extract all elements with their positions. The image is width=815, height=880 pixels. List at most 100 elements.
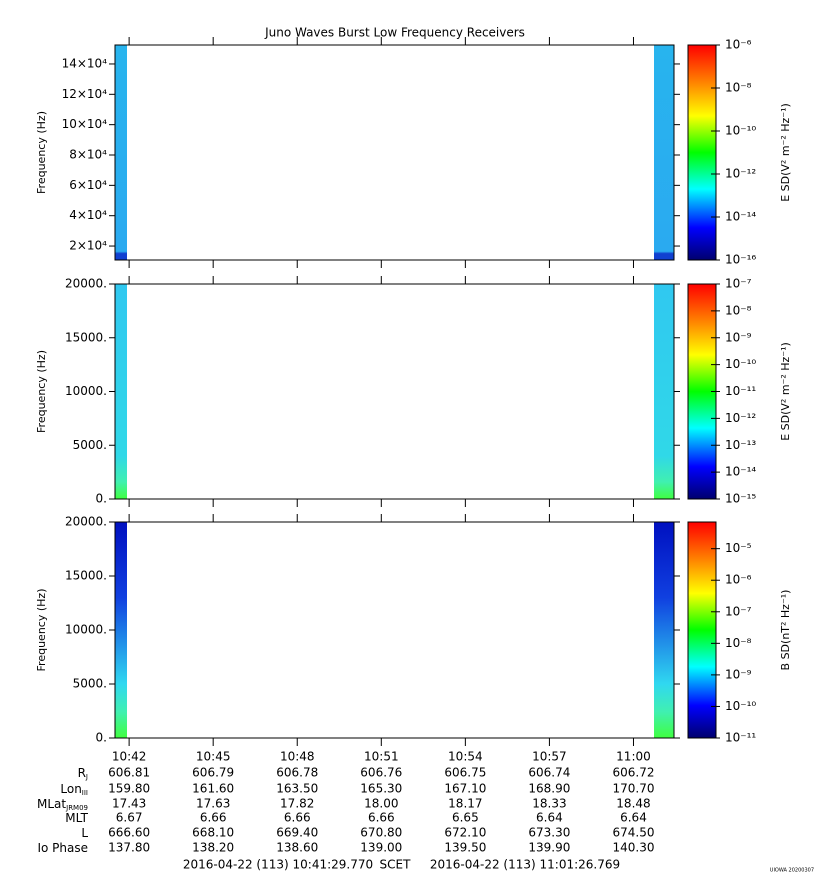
x-tick-label: 11:00 (616, 750, 651, 764)
plot-frame (114, 283, 675, 500)
x-tick-label: 10:54 (448, 750, 483, 764)
colorbar-tick-label: 10⁻¹⁵ (725, 492, 756, 506)
x-tick-label: 10:51 (364, 750, 399, 764)
ephemeris-value: 17.43 (112, 797, 146, 811)
y-tick-label: 14×10⁴ (62, 56, 108, 70)
colorbar-tick-label: 10⁻¹³ (725, 438, 756, 452)
footer-stamp: UIOWA 20200307 (770, 868, 814, 874)
data-strip (115, 45, 127, 260)
ephemeris-value: 6.66 (368, 811, 395, 825)
colorbar-tick-label: 10⁻¹⁴ (725, 210, 756, 224)
colorbar-label: E SD(V² m⁻² Hz⁻¹) (779, 342, 792, 441)
colorbar-tick-label: 10⁻¹⁶ (725, 253, 756, 267)
colorbar-tick-label: 10⁻⁹ (725, 667, 752, 681)
row-label-text: R (78, 766, 86, 780)
ephemeris-value: 140.30 (612, 841, 654, 855)
y-tick-label: 10×10⁴ (62, 117, 108, 131)
row-label: Io Phase (37, 841, 88, 855)
colorbar-tick-label: 10⁻⁷ (725, 277, 752, 291)
data-strip (654, 284, 674, 499)
ephemeris-value: 670.80 (360, 826, 402, 840)
colorbar-tick-label: 10⁻⁸ (725, 636, 752, 650)
footer-end: 2016-04-22 (113) 11:01:26.769 (430, 858, 620, 872)
ephemeris-value: 6.64 (536, 811, 563, 825)
row-label: RJ (78, 766, 88, 782)
ephemeris-value: 139.50 (444, 841, 486, 855)
row-label-text: Lon (60, 782, 81, 796)
ephemeris-value: 17.82 (280, 797, 314, 811)
y-tick-label: 10000. (65, 623, 107, 637)
y-tick-label: 10000. (65, 384, 107, 398)
ephemeris-value: 18.17 (448, 797, 482, 811)
ephemeris-value: 159.80 (108, 782, 150, 796)
ephemeris-value: 666.60 (108, 826, 150, 840)
row-label: MLatJRM09 (37, 797, 88, 813)
ephemeris-value: 139.90 (528, 841, 570, 855)
row-label-sub: J (85, 773, 88, 781)
ephemeris-value: 163.50 (276, 782, 318, 796)
data-strip (654, 45, 674, 260)
x-tick-label: 10:42 (112, 750, 147, 764)
ephemeris-value: 18.00 (364, 797, 398, 811)
colorbar (687, 44, 717, 261)
row-label: L (81, 826, 88, 840)
ephemeris-value: 168.90 (528, 782, 570, 796)
row-label-sub: JRM09 (65, 804, 88, 812)
y-tick-label: 15000. (65, 569, 107, 583)
y-tick-label: 0. (96, 731, 107, 745)
colorbar-tick-label: 10⁻¹¹ (725, 384, 756, 398)
colorbar-tick-label: 10⁻⁸ (725, 81, 752, 95)
y-tick-label: 15000. (65, 330, 107, 344)
ephemeris-value: 6.64 (620, 811, 647, 825)
y-tick-label: 8×10⁴ (69, 148, 107, 162)
y-axis-label: Frequency (Hz) (35, 350, 48, 433)
ephemeris-value: 161.60 (192, 782, 234, 796)
ephemeris-value: 137.80 (108, 841, 150, 855)
y-tick-label: 12×10⁴ (62, 87, 108, 101)
colorbar-tick-label: 10⁻¹⁰ (725, 699, 756, 713)
data-strip (115, 284, 127, 499)
colorbar-label: B SD(nT² Hz⁻¹) (779, 590, 792, 671)
y-axis-label: Frequency (Hz) (35, 111, 48, 194)
title: Juno Waves Burst Low Frequency Receivers (264, 26, 525, 40)
y-tick-label: 0. (96, 492, 107, 506)
colorbar-tick-label: 10⁻¹² (725, 167, 756, 181)
ephemeris-value: 606.79 (192, 766, 234, 780)
colorbar-tick-label: 10⁻⁷ (725, 604, 752, 618)
ephemeris-value: 165.30 (360, 782, 402, 796)
ephemeris-value: 606.81 (108, 766, 150, 780)
colorbar-tick-label: 10⁻¹² (725, 411, 756, 425)
colorbar-label: E SD(V² m⁻² Hz⁻¹) (779, 103, 792, 202)
ephemeris-value: 167.10 (444, 782, 486, 796)
y-tick-label: 20000. (65, 515, 107, 529)
ephemeris-value: 6.67 (116, 811, 143, 825)
ephemeris-value: 6.66 (284, 811, 311, 825)
colorbar-tick-label: 10⁻⁵ (725, 541, 752, 555)
row-label-text: MLat (37, 797, 66, 811)
colorbar-tick-label: 10⁻⁶ (725, 573, 752, 587)
data-strip (654, 522, 674, 738)
row-label: MLT (65, 811, 88, 825)
y-tick-label: 6×10⁴ (69, 178, 107, 192)
ephemeris-value: 139.00 (360, 841, 402, 855)
colorbar-tick-label: 10⁻¹⁰ (725, 124, 756, 138)
colorbar-tick-label: 10⁻¹⁰ (725, 357, 756, 371)
y-tick-label: 4×10⁴ (69, 208, 107, 222)
colorbar-tick-label: 10⁻¹¹ (725, 731, 756, 745)
ephemeris-value: 6.66 (200, 811, 227, 825)
row-label-text: L (81, 826, 88, 840)
ephemeris-value: 606.78 (276, 766, 318, 780)
x-tick-label: 10:48 (280, 750, 315, 764)
ephemeris-value: 138.60 (276, 841, 318, 855)
ephemeris-value: 6.65 (452, 811, 479, 825)
ephemeris-value: 606.76 (360, 766, 402, 780)
ephemeris-value: 606.74 (528, 766, 570, 780)
y-tick-label: 2×10⁴ (69, 239, 107, 253)
row-label-text: Io Phase (37, 841, 88, 855)
x-tick-label: 10:45 (196, 750, 231, 764)
plot-frame (114, 521, 675, 739)
y-tick-label: 20000. (65, 277, 107, 291)
footer-scet: SCET (380, 858, 412, 872)
row-label: LonIII (60, 782, 88, 798)
ephemeris-value: 673.30 (528, 826, 570, 840)
